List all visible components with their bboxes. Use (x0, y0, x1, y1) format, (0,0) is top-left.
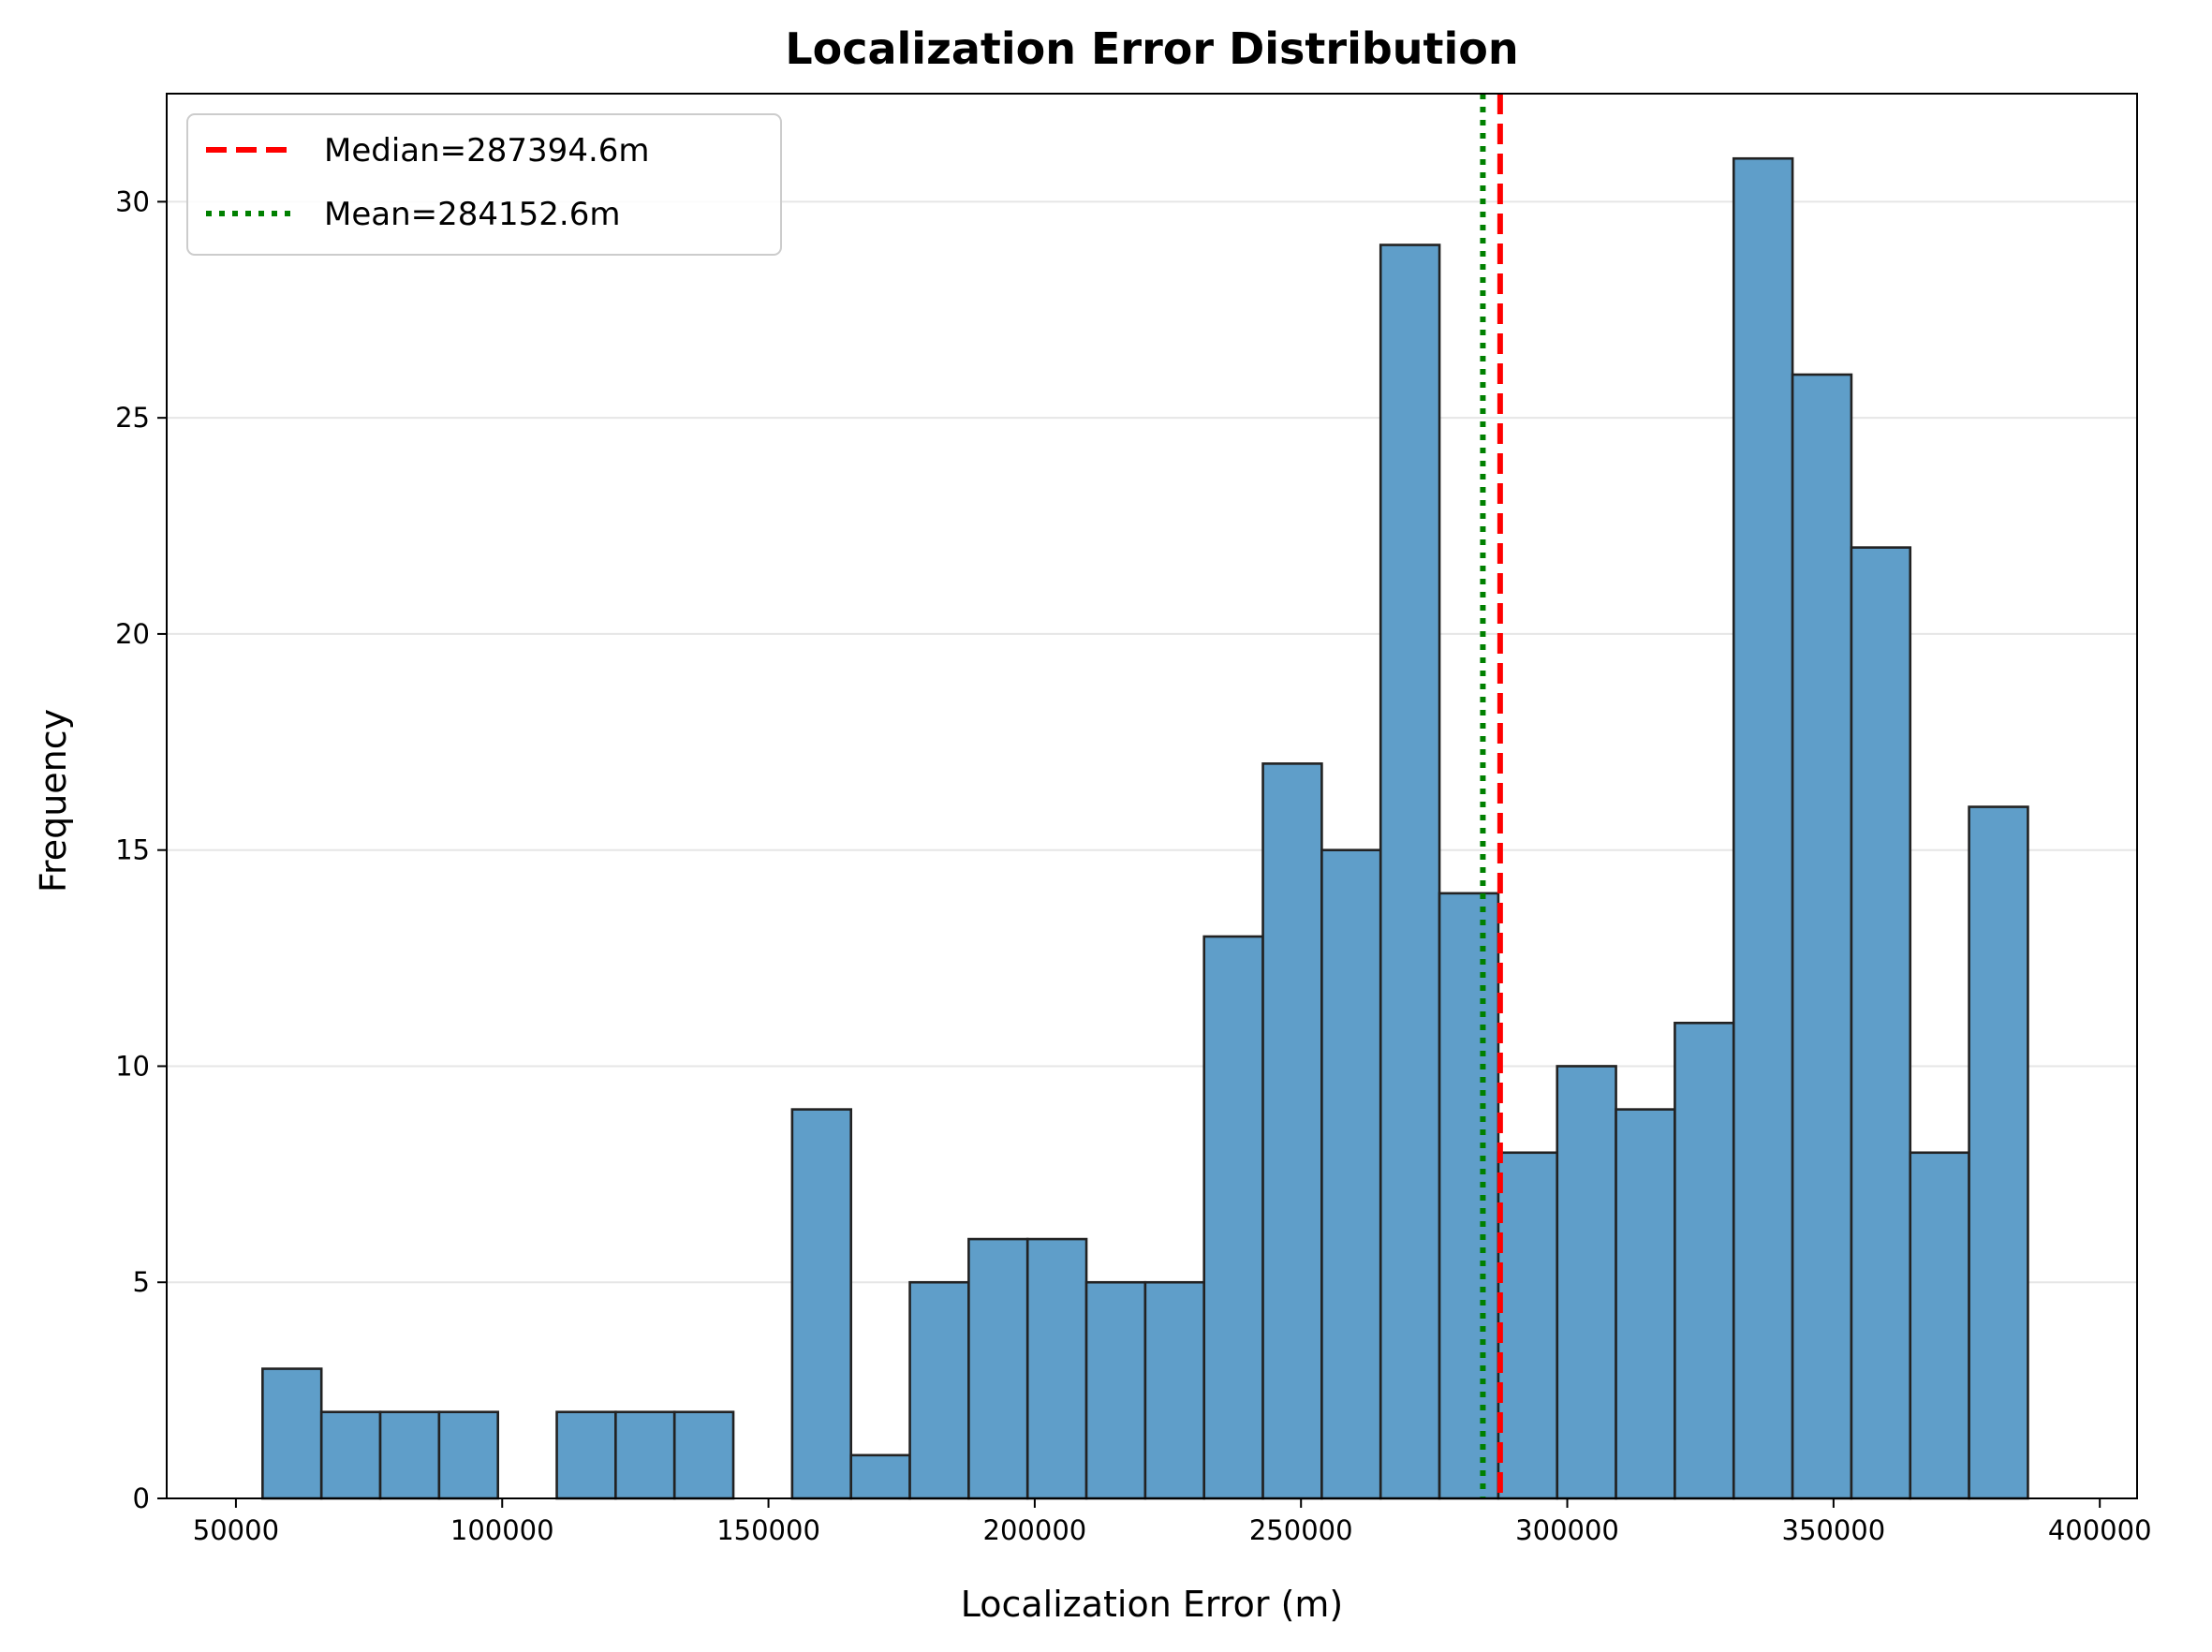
histogram-bar (1556, 1065, 1617, 1500)
y-axis-label: Frequency (33, 709, 74, 892)
histogram-bar (319, 1410, 382, 1500)
histogram-bar (437, 1410, 499, 1500)
y-tick-label: 20 (115, 618, 150, 650)
histogram-bar (1261, 762, 1323, 1500)
histogram-bar (1909, 1151, 1970, 1500)
x-tick-label: 300000 (1515, 1514, 1619, 1546)
x-tick-label: 250000 (1249, 1514, 1353, 1546)
x-axis-ticks: 50000 100000 150000 200000 250000 300000 35000… (193, 1498, 2152, 1546)
chart-title: Localization Error Distribution (785, 23, 1518, 74)
x-tick-label: 150000 (716, 1514, 820, 1546)
legend-median-label: Median=287394.6m (324, 132, 650, 170)
histogram-bar (1320, 848, 1382, 1500)
x-tick-label: 100000 (450, 1514, 554, 1546)
x-tick-label: 200000 (983, 1514, 1087, 1546)
histogram-bar (261, 1367, 323, 1500)
histogram-bar (849, 1453, 911, 1500)
plot-frame (166, 93, 2138, 1499)
y-tick-label: 0 (133, 1482, 150, 1514)
legend: Median=287394.6m Mean=284152.6m (186, 113, 782, 256)
histogram-bar (1615, 1108, 1676, 1500)
y-tick-label: 25 (115, 402, 150, 434)
histogram-bar (1497, 1151, 1559, 1500)
gridlines (167, 200, 2137, 1284)
histogram-bar (1791, 373, 1853, 1500)
x-tick-label: 350000 (1782, 1514, 1886, 1546)
histogram-bar (1968, 805, 2029, 1500)
histogram-bar (1379, 243, 1441, 1500)
x-tick-label: 400000 (2048, 1514, 2152, 1546)
histogram-bar (790, 1108, 853, 1500)
histogram-bar (1084, 1280, 1147, 1500)
y-axis-ticks: 0 5 10 15 20 25 30 (115, 185, 167, 1514)
histogram-bar (1674, 1022, 1735, 1500)
x-axis-label: Localization Error (m) (961, 1584, 1344, 1625)
histogram-bar (1143, 1280, 1206, 1500)
histogram-bar (378, 1410, 441, 1500)
y-tick-label: 15 (115, 834, 150, 866)
histogram-bar (672, 1410, 735, 1500)
histogram-bar (1850, 546, 1912, 1500)
histogram-bars (261, 156, 2029, 1500)
legend-mean-label: Mean=284152.6m (324, 196, 620, 233)
histogram-bar (614, 1410, 676, 1500)
histogram-bar (1025, 1237, 1088, 1500)
y-tick-label: 30 (115, 185, 150, 217)
histogram-bar (908, 1280, 970, 1500)
y-tick-label: 5 (133, 1266, 150, 1298)
y-tick-label: 10 (115, 1050, 150, 1082)
histogram-bar (1438, 892, 1500, 1500)
histogram-bar (1732, 156, 1794, 1500)
histogram-bar (967, 1237, 1029, 1500)
x-tick-label: 50000 (193, 1514, 279, 1546)
reference-lines (1480, 94, 1503, 1498)
histogram-bar (1202, 935, 1264, 1500)
legend-box (186, 113, 782, 256)
histogram-bar (555, 1410, 617, 1500)
